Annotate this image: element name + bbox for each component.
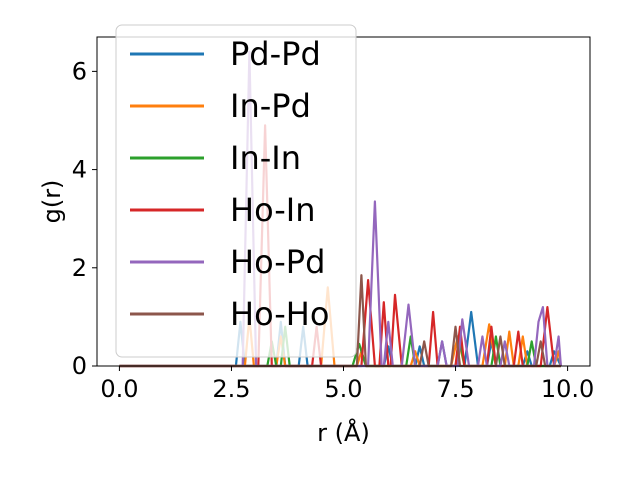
y-tick-label: 6	[72, 57, 87, 85]
y-tick-label: 4	[72, 156, 87, 184]
x-tick-label: 5.0	[324, 375, 362, 403]
y-axis-label: g(r)	[38, 180, 66, 224]
x-tick-label: 0.0	[100, 375, 138, 403]
y-tick-label: 2	[72, 254, 87, 282]
y-tick-label: 0	[72, 352, 87, 380]
legend-label: Ho-Pd	[230, 243, 325, 281]
legend-label: Ho-Ho	[230, 295, 329, 333]
x-axis-ticks: 0.0 2.5 5.0 7.5 10.0	[100, 366, 594, 403]
y-axis-ticks: 0 2 4 6	[72, 57, 97, 380]
legend: Pd-Pd In-Pd In-In Ho-In Ho-Pd Ho-Ho	[115, 24, 357, 358]
legend-label: Pd-Pd	[230, 35, 321, 73]
legend-label: Ho-In	[230, 191, 316, 229]
x-tick-label: 10.0	[541, 375, 594, 403]
series-line-ho-ho	[119, 274, 561, 368]
x-tick-label: 7.5	[436, 375, 474, 403]
legend-label: In-Pd	[230, 87, 311, 125]
legend-box	[115, 24, 357, 358]
x-tick-label: 2.5	[212, 375, 250, 403]
x-axis-label: r (Å)	[317, 418, 370, 447]
legend-label: In-In	[230, 139, 301, 177]
